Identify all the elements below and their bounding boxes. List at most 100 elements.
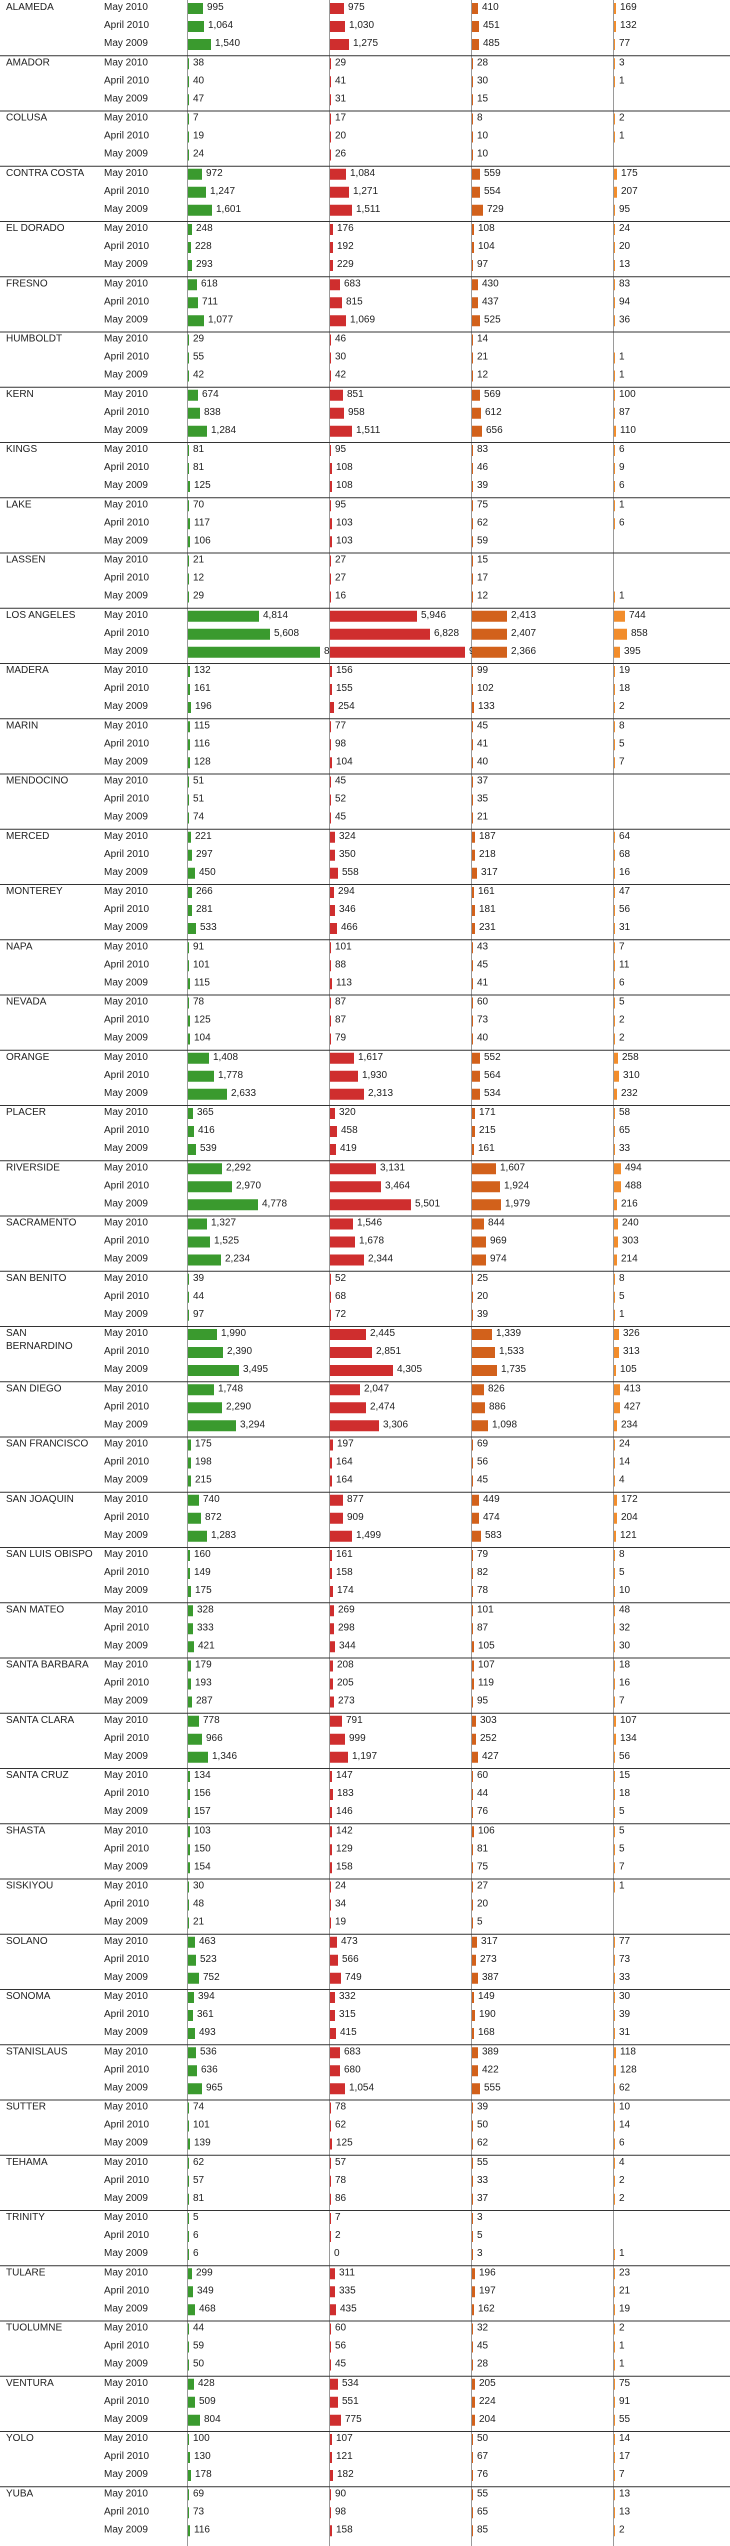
value-label-colusa-p2-c4: 1 <box>619 131 625 142</box>
value-label-madera-p1-c1: 132 <box>194 665 211 676</box>
value-label-sacramento-p2-c1: 1,525 <box>214 1236 239 1247</box>
bar-humboldt-p1-c3 <box>472 334 473 346</box>
bar-yolo-p2-c2 <box>330 2452 332 2463</box>
value-label-san-bernardino-p1-c3: 1,339 <box>496 1328 521 1339</box>
value-label-ventura-p1-c2: 534 <box>342 2378 359 2389</box>
bar-madera-p2-c3 <box>472 684 473 695</box>
period-label: May 2010 <box>104 1162 148 1173</box>
period-label: May 2010 <box>104 1881 148 1892</box>
bar-siskiyou-p1-c2 <box>330 1881 331 1893</box>
bar-santa-barbara-p2-c2 <box>330 1678 333 1690</box>
period-label: May 2009 <box>104 2138 148 2149</box>
bar-san-joaquin-p1-c2 <box>330 1494 343 1506</box>
bar-ventura-p1-c3 <box>472 2378 475 2390</box>
bar-nevada-p2-c2 <box>330 1015 331 1027</box>
value-label-trinity-p3-c4: 1 <box>619 2248 625 2259</box>
bar-solano-p2-c3 <box>472 1954 476 1966</box>
value-label-lake-p3-c3: 59 <box>477 535 489 546</box>
county-name-san-benito: SAN BENITO <box>6 1273 67 1284</box>
period-label: April 2010 <box>104 959 149 970</box>
value-label-tuolumne-p3-c4: 1 <box>619 2359 625 2370</box>
bar-tulare-p3-c1 <box>188 2304 195 2316</box>
bar-kern-p2-c4 <box>614 407 615 419</box>
value-label-san-diego-p3-c4: 234 <box>621 1419 638 1430</box>
value-label-ventura-p1-c1: 428 <box>198 2378 215 2389</box>
value-label-kings-p2-c4: 9 <box>619 462 625 473</box>
bar-santa-clara-p3-c1 <box>188 1751 208 1763</box>
value-label-napa-p3-c3: 41 <box>477 977 489 988</box>
period-label: May 2009 <box>104 93 148 104</box>
period-label: May 2009 <box>104 2027 148 2038</box>
value-label-kern-p3-c2: 1,511 <box>356 425 381 436</box>
bar-solano-p2-c2 <box>330 1954 338 1966</box>
county-name-solano: SOLANO <box>6 1936 48 1947</box>
value-label-napa-p2-c1: 101 <box>193 959 210 970</box>
bar-san-bernardino-p1-c3 <box>472 1329 492 1340</box>
value-label-kings-p3-c1: 125 <box>194 480 211 491</box>
period-label: May 2009 <box>104 480 148 491</box>
value-label-san-bernardino-p1-c1: 1,990 <box>221 1328 246 1339</box>
value-label-san-mateo-p1-c3: 101 <box>477 1604 494 1615</box>
bar-santa-cruz-p1-c4 <box>614 1771 615 1782</box>
value-label-sacramento-p1-c3: 844 <box>488 1218 505 1229</box>
value-label-tehama-p3-c1: 81 <box>193 2193 205 2204</box>
period-label: May 2010 <box>104 1383 148 1394</box>
bar-orange-p3-c4 <box>614 1088 617 1100</box>
bar-orange-p3-c3 <box>472 1088 480 1100</box>
value-label-sacramento-p2-c3: 969 <box>490 1236 507 1247</box>
value-label-napa-p1-c2: 101 <box>335 941 352 952</box>
value-label-el-dorado-p1-c4: 24 <box>619 223 631 234</box>
value-label-monterey-p3-c1: 533 <box>200 922 217 933</box>
value-label-napa-p1-c1: 91 <box>193 941 205 952</box>
value-label-lake-p1-c2: 95 <box>335 499 347 510</box>
value-label-amador-p1-c4: 3 <box>619 57 625 68</box>
period-label: April 2010 <box>104 1070 149 1081</box>
value-label-tulare-p2-c3: 197 <box>479 2285 496 2296</box>
bar-san-bernardino-p1-c4 <box>614 1329 619 1340</box>
value-label-san-bernardino-p3-c3: 1,735 <box>501 1364 526 1375</box>
bar-ventura-p2-c3 <box>472 2396 475 2408</box>
bar-siskiyou-p3-c3 <box>472 1917 473 1929</box>
county-name-san-bernardino: SAN <box>6 1328 27 1339</box>
bar-madera-p2-c1 <box>188 684 190 695</box>
bar-yolo-p2-c1 <box>188 2452 190 2463</box>
bar-kings-p1-c2 <box>330 445 331 456</box>
value-label-sutter-p2-c3: 50 <box>477 2120 489 2131</box>
bar-fresno-p1-c2 <box>330 279 340 291</box>
county-name-mendocino: MENDOCINO <box>6 776 68 787</box>
value-label-san-diego-p2-c2: 2,474 <box>370 1401 395 1412</box>
value-label-yuba-p3-c3: 85 <box>477 2524 489 2535</box>
value-label-santa-clara-p2-c3: 252 <box>480 1733 497 1744</box>
bar-amador-p2-c2 <box>330 76 331 88</box>
bar-monterey-p3-c4 <box>614 923 615 934</box>
bar-lassen-p1-c1 <box>188 555 189 567</box>
value-label-san-mateo-p3-c3: 105 <box>478 1640 495 1651</box>
value-label-napa-p3-c4: 6 <box>619 977 625 988</box>
period-label: May 2009 <box>104 1475 148 1486</box>
value-label-kings-p1-c1: 81 <box>193 444 205 455</box>
county-name-lassen: LASSEN <box>6 555 45 566</box>
bar-san-mateo-p2-c3 <box>472 1623 473 1635</box>
value-label-marin-p2-c2: 98 <box>335 738 347 749</box>
bar-santa-barbara-p2-c1 <box>188 1678 191 1690</box>
bar-alameda-p2-c2 <box>330 21 345 32</box>
period-label: May 2009 <box>104 1088 148 1099</box>
value-label-shasta-p1-c3: 106 <box>478 1825 495 1836</box>
value-label-riverside-p3-c2: 5,501 <box>415 1198 440 1209</box>
value-label-contra-costa-p3-c2: 1,511 <box>356 204 381 215</box>
county-name-marin: MARIN <box>6 720 38 731</box>
value-label-san-luis-obispo-p3-c1: 175 <box>195 1585 212 1596</box>
bar-madera-p1-c2 <box>330 666 332 677</box>
bar-san-mateo-p3-c3 <box>472 1641 474 1653</box>
bar-sutter-p1-c1 <box>188 2102 189 2114</box>
value-label-san-luis-obispo-p3-c4: 10 <box>619 1585 631 1596</box>
bar-riverside-p2-c2 <box>330 1181 381 1193</box>
value-label-shasta-p3-c2: 158 <box>336 1861 353 1872</box>
bar-yolo-p1-c2 <box>330 2434 332 2445</box>
value-label-ventura-p3-c3: 204 <box>479 2414 496 2425</box>
value-label-fresno-p1-c4: 83 <box>619 278 631 289</box>
value-label-san-diego-p3-c1: 3,294 <box>240 1419 265 1430</box>
bar-yuba-p1-c3 <box>472 2489 473 2501</box>
county-name-trinity: TRINITY <box>6 2212 45 2223</box>
county-name-monterey: MONTEREY <box>6 886 63 897</box>
